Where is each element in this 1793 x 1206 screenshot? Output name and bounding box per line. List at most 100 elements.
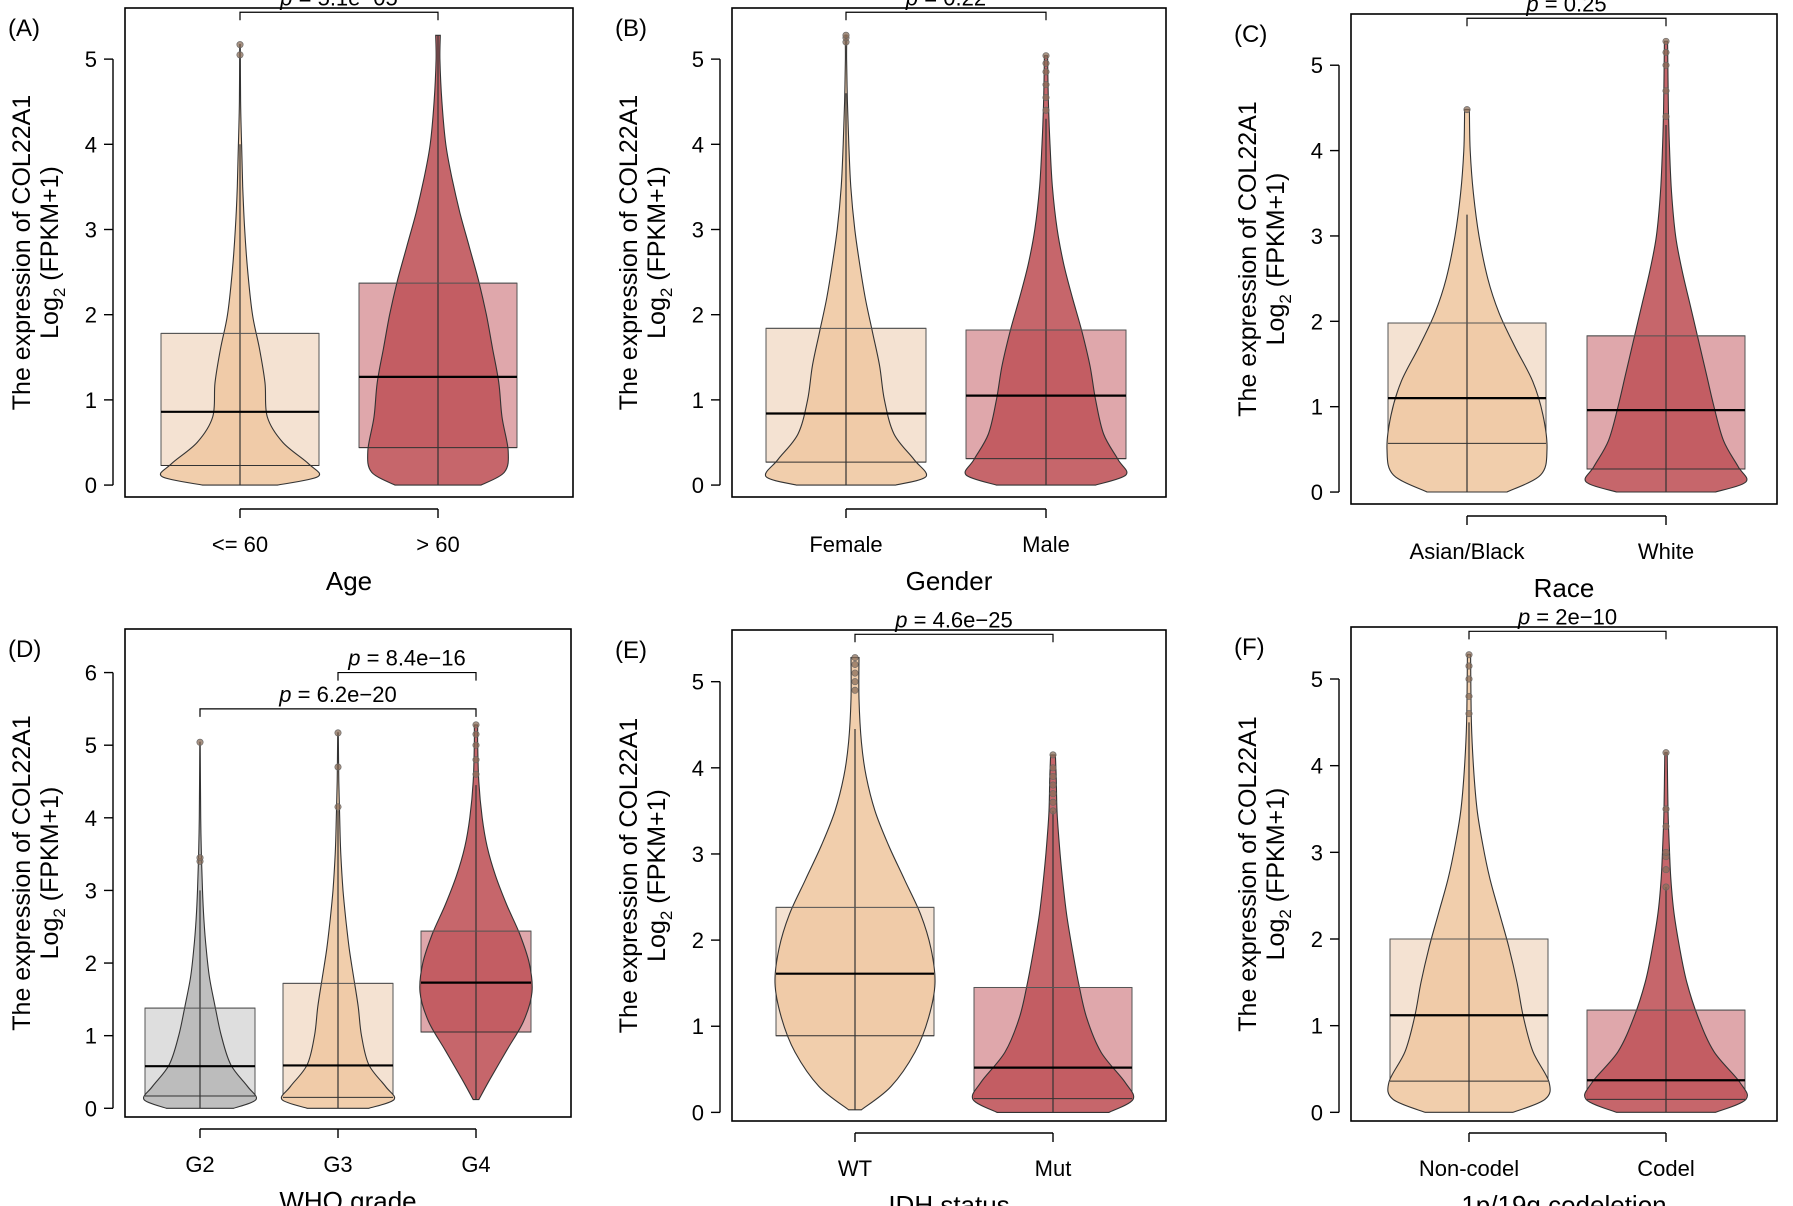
bracket-line bbox=[239, 11, 439, 21]
significance-bracket: p = 2e−10 bbox=[1468, 604, 1667, 640]
panel-label: (C) bbox=[1234, 21, 1267, 48]
outlier-point bbox=[1042, 52, 1050, 60]
outlier-point bbox=[1042, 93, 1050, 101]
y-tick-label: 5 bbox=[692, 47, 704, 72]
violin-group bbox=[1386, 106, 1548, 493]
outlier-point bbox=[851, 686, 859, 694]
violin-group bbox=[159, 41, 321, 486]
y-tick-label: 5 bbox=[1311, 53, 1323, 78]
p-value-label: p = 2e−10 bbox=[1517, 604, 1617, 629]
outlier-point bbox=[1465, 675, 1473, 683]
y-tick-label: 2 bbox=[692, 303, 704, 328]
outlier-point bbox=[472, 770, 480, 778]
outlier-point bbox=[1042, 59, 1050, 67]
outlier-point bbox=[1049, 764, 1057, 772]
y-tick-label: 1 bbox=[85, 388, 97, 413]
outlier-point bbox=[1662, 866, 1670, 874]
x-tick-label: Female bbox=[809, 532, 882, 557]
violin-group bbox=[964, 52, 1128, 486]
p-value-label: p = 4.6e−25 bbox=[894, 607, 1012, 632]
violin-group bbox=[764, 31, 928, 486]
outlier-point bbox=[472, 741, 480, 749]
outlier-point bbox=[1049, 790, 1057, 798]
y-tick-label: 4 bbox=[1311, 754, 1323, 779]
y-tick-label: 4 bbox=[1311, 139, 1323, 164]
violin-group bbox=[971, 751, 1135, 1113]
violin-group bbox=[1584, 749, 1748, 1113]
y-axis-label-line1: The expression of COL22A1 bbox=[1234, 101, 1262, 416]
y-axis-label: The expression of COL22A1 Log2 (FPKM+1) bbox=[8, 715, 69, 1030]
outlier-point bbox=[1042, 68, 1050, 76]
x-axis-title: Age bbox=[326, 566, 372, 596]
outlier-point bbox=[851, 669, 859, 677]
y-axis-label-line2: Log2 (FPKM+1) bbox=[36, 787, 69, 960]
y-tick-label: 4 bbox=[85, 806, 97, 831]
outlier-point bbox=[236, 51, 244, 59]
significance-bracket: p = 8.4e−16 bbox=[337, 646, 477, 681]
y-axis-label-line2: Log2 (FPKM+1) bbox=[643, 166, 676, 339]
outlier-point bbox=[1662, 112, 1670, 120]
outlier-point bbox=[1662, 822, 1670, 830]
y-tick-label: 5 bbox=[1311, 667, 1323, 692]
x-tick-label: <= 60 bbox=[212, 532, 268, 557]
x-tick-label: Male bbox=[1022, 532, 1070, 557]
bracket-line bbox=[854, 633, 1054, 643]
outlier-point bbox=[1662, 87, 1670, 95]
outlier-point bbox=[1662, 805, 1670, 813]
y-tick-label: 1 bbox=[1311, 395, 1323, 420]
y-tick-label: 3 bbox=[1311, 840, 1323, 865]
panel-f: (F) 0 1 2 3 4 5 The expression of COL22A1 Log2 (… bbox=[1234, 604, 1778, 1206]
x-axis-title: 1p/19q codeletion bbox=[1461, 1190, 1666, 1206]
y-tick-label: 2 bbox=[1311, 927, 1323, 952]
y-tick-label: 4 bbox=[85, 132, 97, 157]
y-tick-label: 3 bbox=[1311, 224, 1323, 249]
panel-label: (F) bbox=[1234, 634, 1265, 661]
outlier-point bbox=[1049, 807, 1057, 815]
outlier-point bbox=[851, 660, 859, 668]
x-tick-label: G3 bbox=[323, 1152, 352, 1177]
outlier-point bbox=[1662, 61, 1670, 69]
outlier-point bbox=[334, 729, 342, 737]
significance-bracket: p = 4.6e−25 bbox=[854, 607, 1054, 643]
panel-a: (A) 0 1 2 3 4 5 The expression of COL22A1 Log2 (… bbox=[8, 0, 574, 596]
y-axis-label-line1: The expression of COL22A1 bbox=[1234, 716, 1262, 1031]
bracket-line bbox=[845, 11, 1047, 21]
violin-group bbox=[774, 654, 936, 1111]
outlier-point bbox=[1662, 37, 1670, 45]
panel-label: (D) bbox=[8, 636, 41, 663]
outlier-point bbox=[1465, 651, 1473, 659]
y-tick-label: 5 bbox=[85, 47, 97, 72]
p-value-label: p = 5.1e−05 bbox=[279, 0, 397, 10]
outlier-point bbox=[1049, 798, 1057, 806]
outlier-point bbox=[842, 31, 850, 39]
x-tick-label: G4 bbox=[461, 1152, 490, 1177]
x-tick-label: Mut bbox=[1035, 1156, 1072, 1181]
y-axis-label-line2: Log2 (FPKM+1) bbox=[1262, 173, 1295, 346]
y-axis-label-line2: Log2 (FPKM+1) bbox=[36, 166, 69, 339]
violin-group bbox=[419, 721, 533, 1101]
x-axis-title: IDH status bbox=[888, 1190, 1009, 1206]
bracket-line bbox=[1468, 630, 1667, 640]
y-axis-label: The expression of COL22A1 Log2 (FPKM+1) bbox=[615, 718, 676, 1033]
y-tick-label: 2 bbox=[692, 928, 704, 953]
y-axis-label-line1: The expression of COL22A1 bbox=[8, 715, 36, 1030]
y-axis-label: The expression of COL22A1 Log2 (FPKM+1) bbox=[1234, 101, 1295, 416]
outlier-point bbox=[1042, 106, 1050, 114]
y-tick-label: 2 bbox=[85, 303, 97, 328]
y-tick-label: 3 bbox=[692, 217, 704, 242]
violin-group bbox=[1584, 37, 1748, 493]
outlier-point bbox=[1662, 749, 1670, 757]
plot-frame bbox=[1350, 626, 1778, 1122]
x-tick-label: Codel bbox=[1637, 1156, 1694, 1181]
outlier-point bbox=[334, 763, 342, 771]
x-axis-title: Gender bbox=[906, 566, 993, 596]
x-axis-title: WHO grade bbox=[279, 1186, 416, 1206]
outlier-point bbox=[1465, 692, 1473, 700]
x-tick-label: > 60 bbox=[416, 532, 459, 557]
y-tick-label: 1 bbox=[85, 1024, 97, 1049]
y-tick-label: 0 bbox=[692, 1100, 704, 1125]
y-tick-label: 1 bbox=[692, 1014, 704, 1039]
y-tick-label: 4 bbox=[692, 132, 704, 157]
y-axis-label: The expression of COL22A1 Log2 (FPKM+1) bbox=[8, 95, 69, 410]
